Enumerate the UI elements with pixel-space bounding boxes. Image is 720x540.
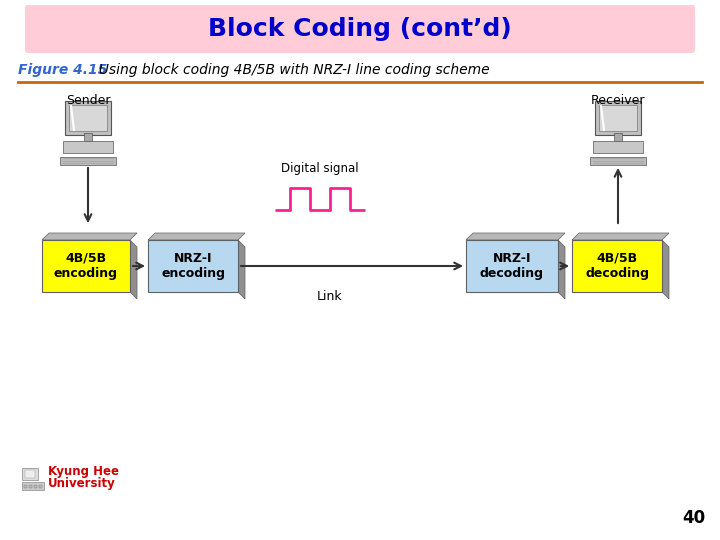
Text: Figure 4.15: Figure 4.15	[18, 63, 107, 77]
Bar	[65, 101, 111, 135]
Text: NRZ-I
decoding: NRZ-I decoding	[480, 252, 544, 280]
Text: 4B/5B
encoding: 4B/5B encoding	[54, 252, 118, 280]
Bar	[69, 105, 107, 131]
Polygon shape	[662, 240, 669, 299]
Bar	[599, 105, 637, 131]
Bar	[63, 141, 113, 153]
Bar	[466, 240, 558, 292]
Bar	[614, 133, 622, 141]
Text: NRZ-I
encoding: NRZ-I encoding	[161, 252, 225, 280]
Bar	[34, 485, 37, 488]
Polygon shape	[572, 233, 669, 240]
FancyBboxPatch shape	[25, 5, 695, 53]
Bar	[595, 101, 641, 135]
Text: Sender: Sender	[66, 93, 110, 106]
Bar	[590, 157, 646, 165]
Bar	[22, 468, 38, 480]
Text: Digital signal: Digital signal	[282, 162, 359, 175]
Polygon shape	[466, 233, 565, 240]
Bar	[29, 485, 32, 488]
Polygon shape	[130, 240, 137, 299]
Text: Block Coding (cont’d): Block Coding (cont’d)	[208, 17, 512, 41]
Text: Receiver: Receiver	[590, 93, 645, 106]
Bar	[572, 240, 662, 292]
Bar	[148, 240, 238, 292]
Bar	[42, 240, 130, 292]
Text: 4B/5B
decoding: 4B/5B decoding	[585, 252, 649, 280]
Text: Using block coding 4B/5B with NRZ-I line coding scheme: Using block coding 4B/5B with NRZ-I line…	[90, 63, 490, 77]
Polygon shape	[238, 240, 245, 299]
Polygon shape	[42, 233, 137, 240]
Bar	[84, 133, 92, 141]
Polygon shape	[148, 233, 245, 240]
Bar	[25, 470, 35, 478]
Bar	[60, 157, 116, 165]
Bar	[39, 485, 42, 488]
Bar	[24, 485, 27, 488]
Bar	[22, 482, 44, 490]
Text: University: University	[48, 476, 116, 489]
Text: Link: Link	[318, 289, 343, 302]
Text: 40: 40	[682, 509, 705, 527]
Text: Kyung Hee: Kyung Hee	[48, 465, 119, 478]
Bar	[593, 141, 643, 153]
Polygon shape	[558, 240, 565, 299]
